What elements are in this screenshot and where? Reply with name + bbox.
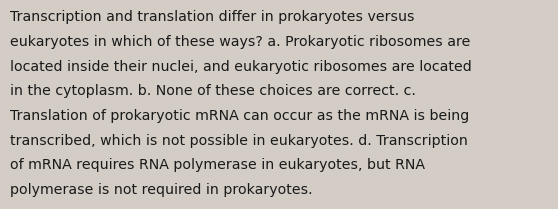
Text: transcribed, which is not possible in eukaryotes. d. Transcription: transcribed, which is not possible in eu… bbox=[10, 134, 468, 148]
Text: Transcription and translation differ in prokaryotes versus: Transcription and translation differ in … bbox=[10, 10, 415, 24]
Text: of mRNA requires RNA polymerase in eukaryotes, but RNA: of mRNA requires RNA polymerase in eukar… bbox=[10, 158, 425, 172]
Text: Translation of prokaryotic mRNA can occur as the mRNA is being: Translation of prokaryotic mRNA can occu… bbox=[10, 109, 469, 123]
Text: eukaryotes in which of these ways? a. Prokaryotic ribosomes are: eukaryotes in which of these ways? a. Pr… bbox=[10, 35, 470, 49]
Text: located inside their nuclei, and eukaryotic ribosomes are located: located inside their nuclei, and eukaryo… bbox=[10, 60, 472, 74]
Text: polymerase is not required in prokaryotes.: polymerase is not required in prokaryote… bbox=[10, 183, 312, 197]
Text: in the cytoplasm. b. None of these choices are correct. c.: in the cytoplasm. b. None of these choic… bbox=[10, 84, 416, 98]
